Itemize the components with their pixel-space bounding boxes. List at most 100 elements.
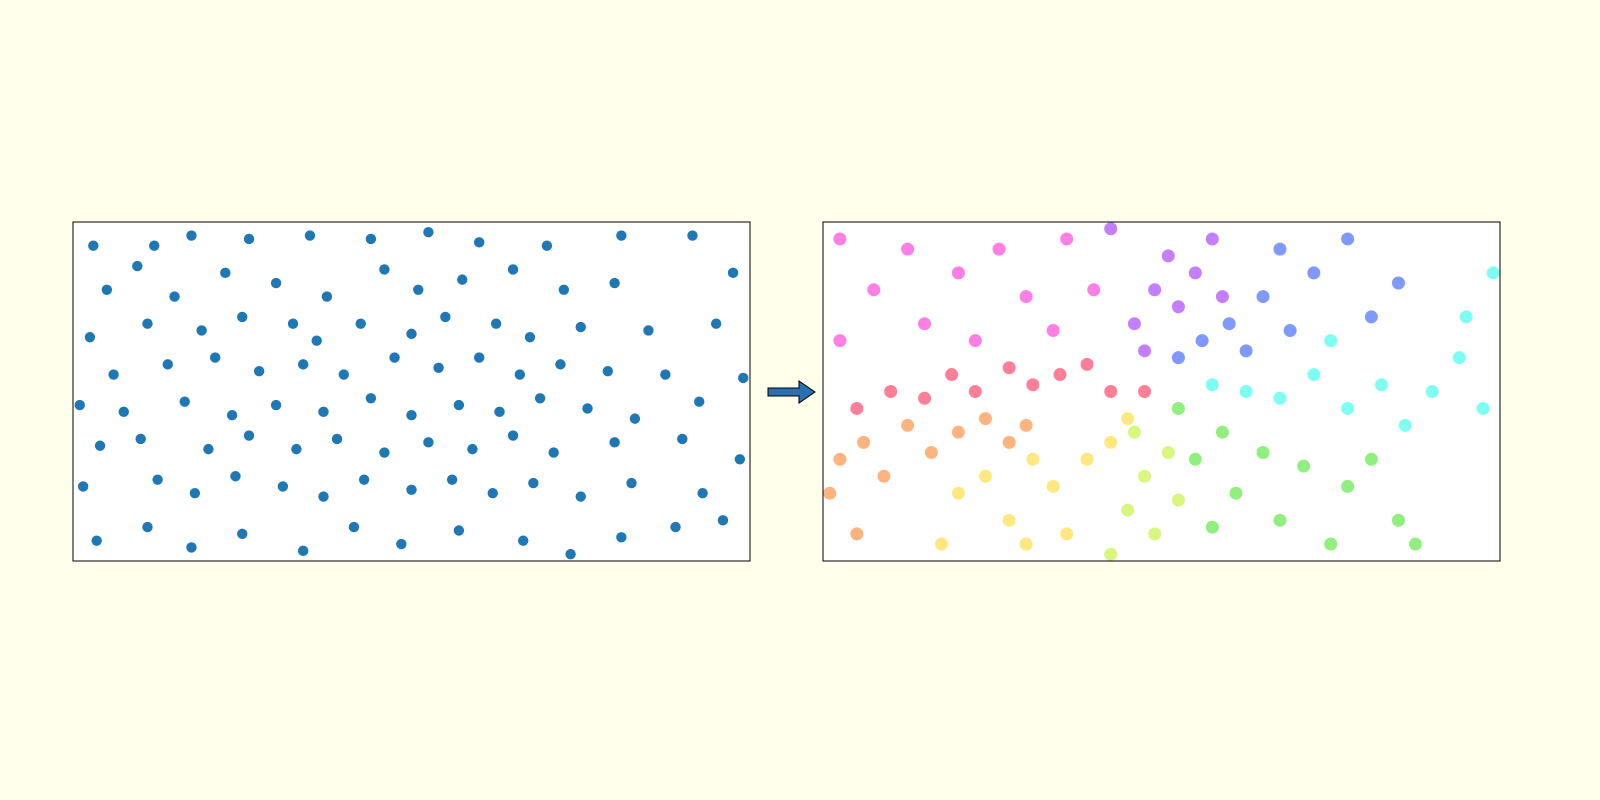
point — [243, 233, 255, 245]
points-left — [74, 226, 749, 560]
point — [1138, 469, 1152, 483]
point — [677, 433, 688, 445]
point — [833, 334, 847, 348]
arrow — [767, 380, 816, 404]
point — [575, 321, 586, 333]
point — [467, 443, 478, 455]
point — [142, 318, 153, 329]
point — [602, 365, 614, 377]
point — [1452, 351, 1466, 365]
point — [575, 491, 586, 502]
point — [88, 240, 99, 251]
point — [226, 410, 238, 421]
point — [1229, 486, 1243, 500]
point — [1307, 266, 1321, 280]
point — [287, 318, 299, 329]
point — [1215, 290, 1229, 304]
point — [1002, 361, 1016, 375]
point — [243, 430, 255, 441]
point — [1127, 425, 1141, 439]
point — [91, 535, 102, 546]
point — [555, 359, 566, 370]
point — [877, 469, 891, 483]
point — [406, 328, 417, 340]
point — [494, 406, 505, 418]
point — [186, 542, 197, 553]
point — [867, 283, 881, 297]
point — [901, 242, 915, 256]
point — [487, 488, 498, 499]
point — [379, 264, 390, 275]
point — [1398, 418, 1412, 432]
point — [1002, 435, 1016, 449]
point — [609, 437, 620, 448]
point — [132, 260, 143, 272]
point — [518, 535, 529, 546]
point — [1256, 290, 1270, 304]
point — [1341, 479, 1355, 493]
point — [951, 425, 965, 439]
point — [1256, 446, 1270, 460]
point — [379, 447, 390, 458]
point — [1148, 283, 1162, 297]
point — [108, 369, 119, 380]
point — [118, 406, 129, 418]
point — [968, 334, 982, 348]
point — [558, 284, 570, 295]
point — [670, 521, 681, 533]
point — [934, 537, 948, 551]
point — [291, 443, 302, 455]
point — [1324, 537, 1338, 551]
point — [203, 443, 214, 455]
point — [1391, 513, 1405, 527]
point — [1297, 459, 1311, 473]
point — [321, 291, 333, 302]
point — [162, 359, 173, 370]
point — [1307, 368, 1321, 382]
point — [626, 477, 637, 489]
point — [833, 232, 847, 246]
point — [884, 385, 898, 398]
point — [1273, 391, 1287, 405]
point — [1019, 290, 1033, 304]
point — [1341, 401, 1355, 415]
point — [1046, 479, 1060, 493]
point — [717, 515, 729, 526]
point — [850, 527, 864, 541]
point — [951, 486, 965, 500]
point — [355, 318, 366, 329]
point — [186, 230, 197, 241]
point — [1459, 310, 1473, 324]
point — [77, 481, 89, 492]
point — [1148, 527, 1162, 541]
point — [710, 318, 722, 329]
point — [616, 532, 627, 543]
point — [196, 325, 207, 336]
point — [514, 369, 526, 380]
point — [1205, 232, 1219, 246]
point — [396, 538, 407, 550]
point — [358, 474, 370, 485]
point — [1171, 300, 1185, 314]
point — [1104, 547, 1118, 561]
point — [457, 274, 468, 285]
point — [734, 454, 746, 465]
point — [1239, 344, 1253, 358]
point — [423, 437, 434, 448]
point — [453, 399, 465, 411]
point — [474, 352, 485, 363]
point — [297, 545, 309, 557]
point — [1026, 452, 1040, 466]
panel-frame — [72, 221, 751, 562]
point — [968, 385, 982, 398]
point — [189, 488, 201, 499]
point — [1391, 276, 1405, 290]
point — [1205, 520, 1219, 534]
point — [1104, 385, 1118, 398]
point — [365, 233, 377, 245]
point — [1080, 452, 1094, 466]
point — [453, 525, 465, 536]
point — [220, 267, 231, 279]
point — [440, 311, 451, 323]
